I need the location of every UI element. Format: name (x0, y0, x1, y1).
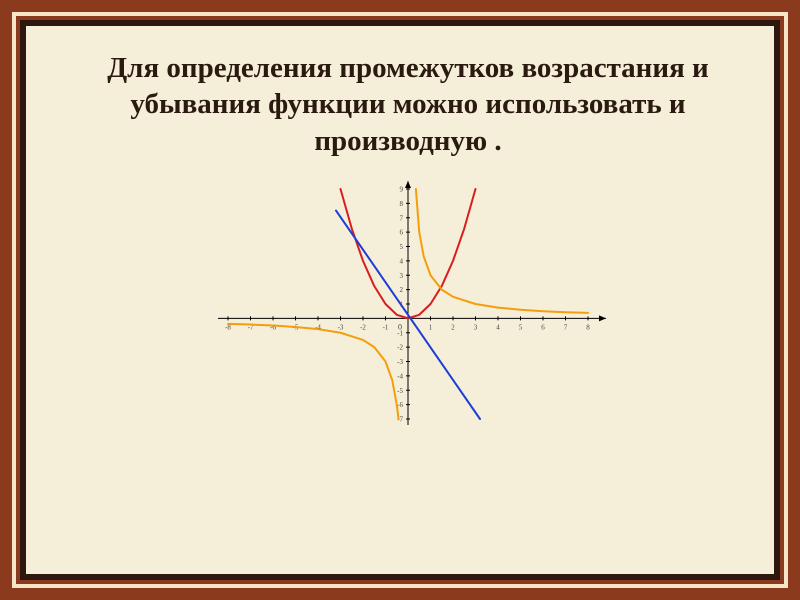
svg-text:5: 5 (519, 323, 523, 331)
svg-text:2: 2 (400, 286, 404, 294)
svg-text:3: 3 (400, 272, 404, 280)
chart: -8-7-6-5-4-3-2-112345678-7-6-5-4-3-2-112… (198, 179, 618, 439)
svg-text:-4: -4 (397, 372, 403, 380)
outer-border: Для определения промежутков возрастания … (12, 12, 788, 588)
svg-text:-3: -3 (338, 323, 344, 331)
svg-text:4: 4 (496, 323, 500, 331)
svg-text:-2: -2 (360, 323, 366, 331)
svg-text:-5: -5 (397, 387, 403, 395)
svg-text:-2: -2 (397, 343, 403, 351)
svg-text:8: 8 (586, 323, 590, 331)
svg-text:0: 0 (398, 322, 402, 331)
svg-text:3: 3 (474, 323, 478, 331)
svg-text:7: 7 (400, 214, 404, 222)
svg-text:5: 5 (400, 243, 404, 251)
svg-text:9: 9 (400, 185, 404, 193)
svg-text:8: 8 (400, 200, 404, 208)
svg-text:-3: -3 (397, 358, 403, 366)
svg-text:1: 1 (429, 323, 433, 331)
svg-text:-1: -1 (383, 323, 389, 331)
svg-text:6: 6 (400, 228, 404, 236)
svg-text:2: 2 (451, 323, 455, 331)
inner-border: Для определения промежутков возрастания … (20, 20, 780, 580)
svg-text:6: 6 (541, 323, 545, 331)
slide-frame: Для определения промежутков возрастания … (0, 0, 800, 600)
slide-title: Для определения промежутков возрастания … (82, 50, 734, 159)
svg-text:4: 4 (400, 257, 404, 265)
svg-text:7: 7 (564, 323, 568, 331)
